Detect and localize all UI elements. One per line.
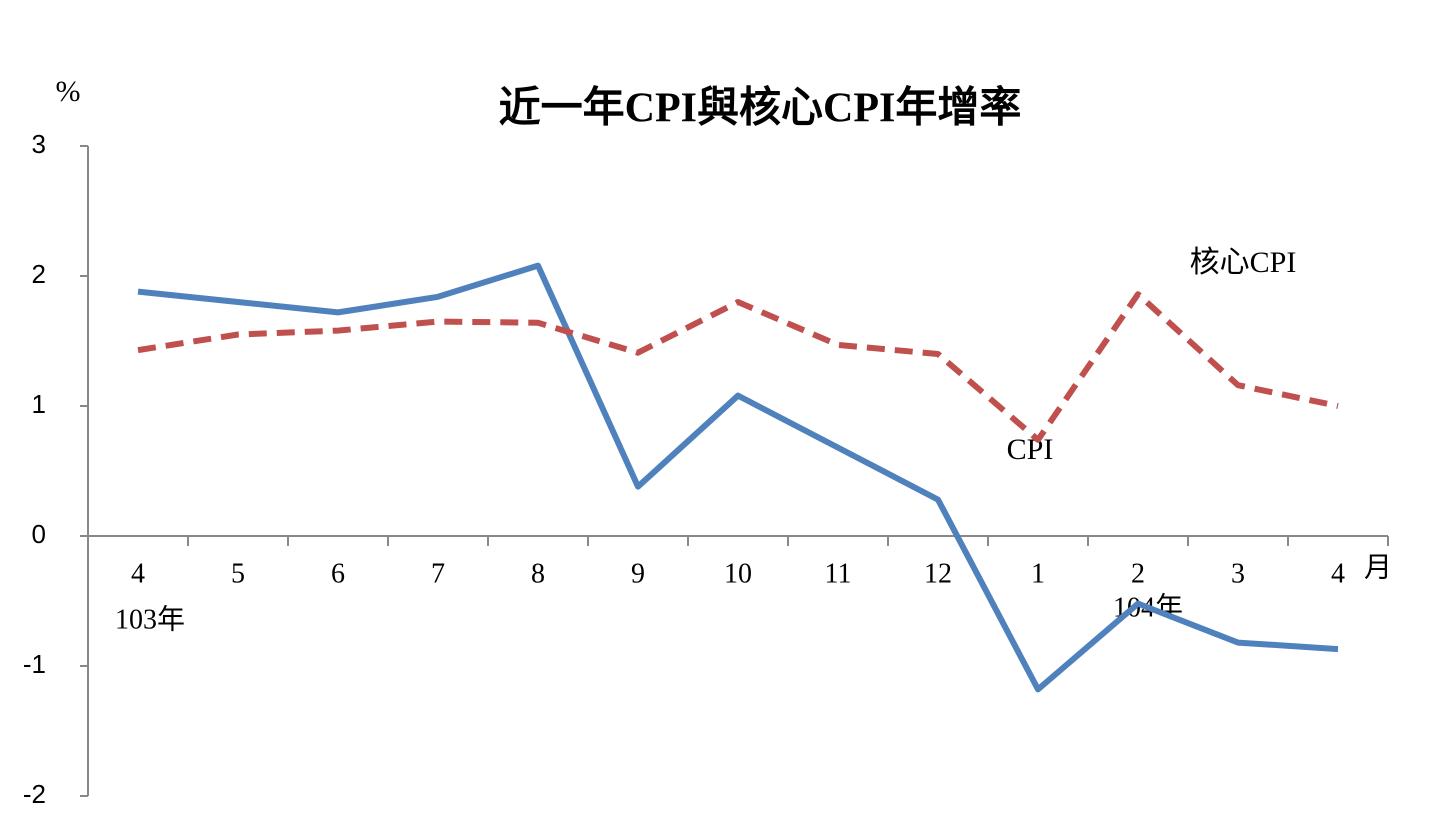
- x-tick-label: 9: [631, 558, 645, 589]
- x-tick-label: 11: [825, 558, 852, 589]
- chart-title: 近一年CPI與核心CPI年增率: [499, 85, 1022, 132]
- y-tick-label: -1: [23, 649, 46, 679]
- series-label: 核心CPI: [1190, 246, 1297, 279]
- y-tick-label: 3: [32, 129, 46, 159]
- y-tick-label: 1: [32, 389, 46, 419]
- y-tick-label: 2: [32, 259, 46, 289]
- x-tick-label: 8: [531, 558, 545, 589]
- y-tick-label: 0: [32, 519, 46, 549]
- series-line: [137, 262, 1339, 693]
- x-tick-label: 2: [1131, 558, 1145, 589]
- series-label: CPI: [1007, 433, 1054, 466]
- year-label: 103年: [115, 603, 185, 635]
- x-tick-label: 3: [1231, 558, 1245, 589]
- x-tick-label: 7: [431, 558, 445, 589]
- y-unit: %: [56, 75, 81, 108]
- x-tick-label: 12: [924, 558, 952, 589]
- x-tick-label: 4: [131, 558, 145, 589]
- x-tick-label: 5: [231, 558, 245, 589]
- x-tick-label: 6: [331, 558, 345, 589]
- y-tick-label: -2: [23, 779, 46, 809]
- x-tick-label: 10: [724, 558, 752, 589]
- series-line: [137, 291, 1339, 443]
- x-unit: 月: [1364, 552, 1392, 583]
- x-tick-label: 4: [1331, 558, 1345, 589]
- x-tick-label: 1: [1031, 558, 1045, 589]
